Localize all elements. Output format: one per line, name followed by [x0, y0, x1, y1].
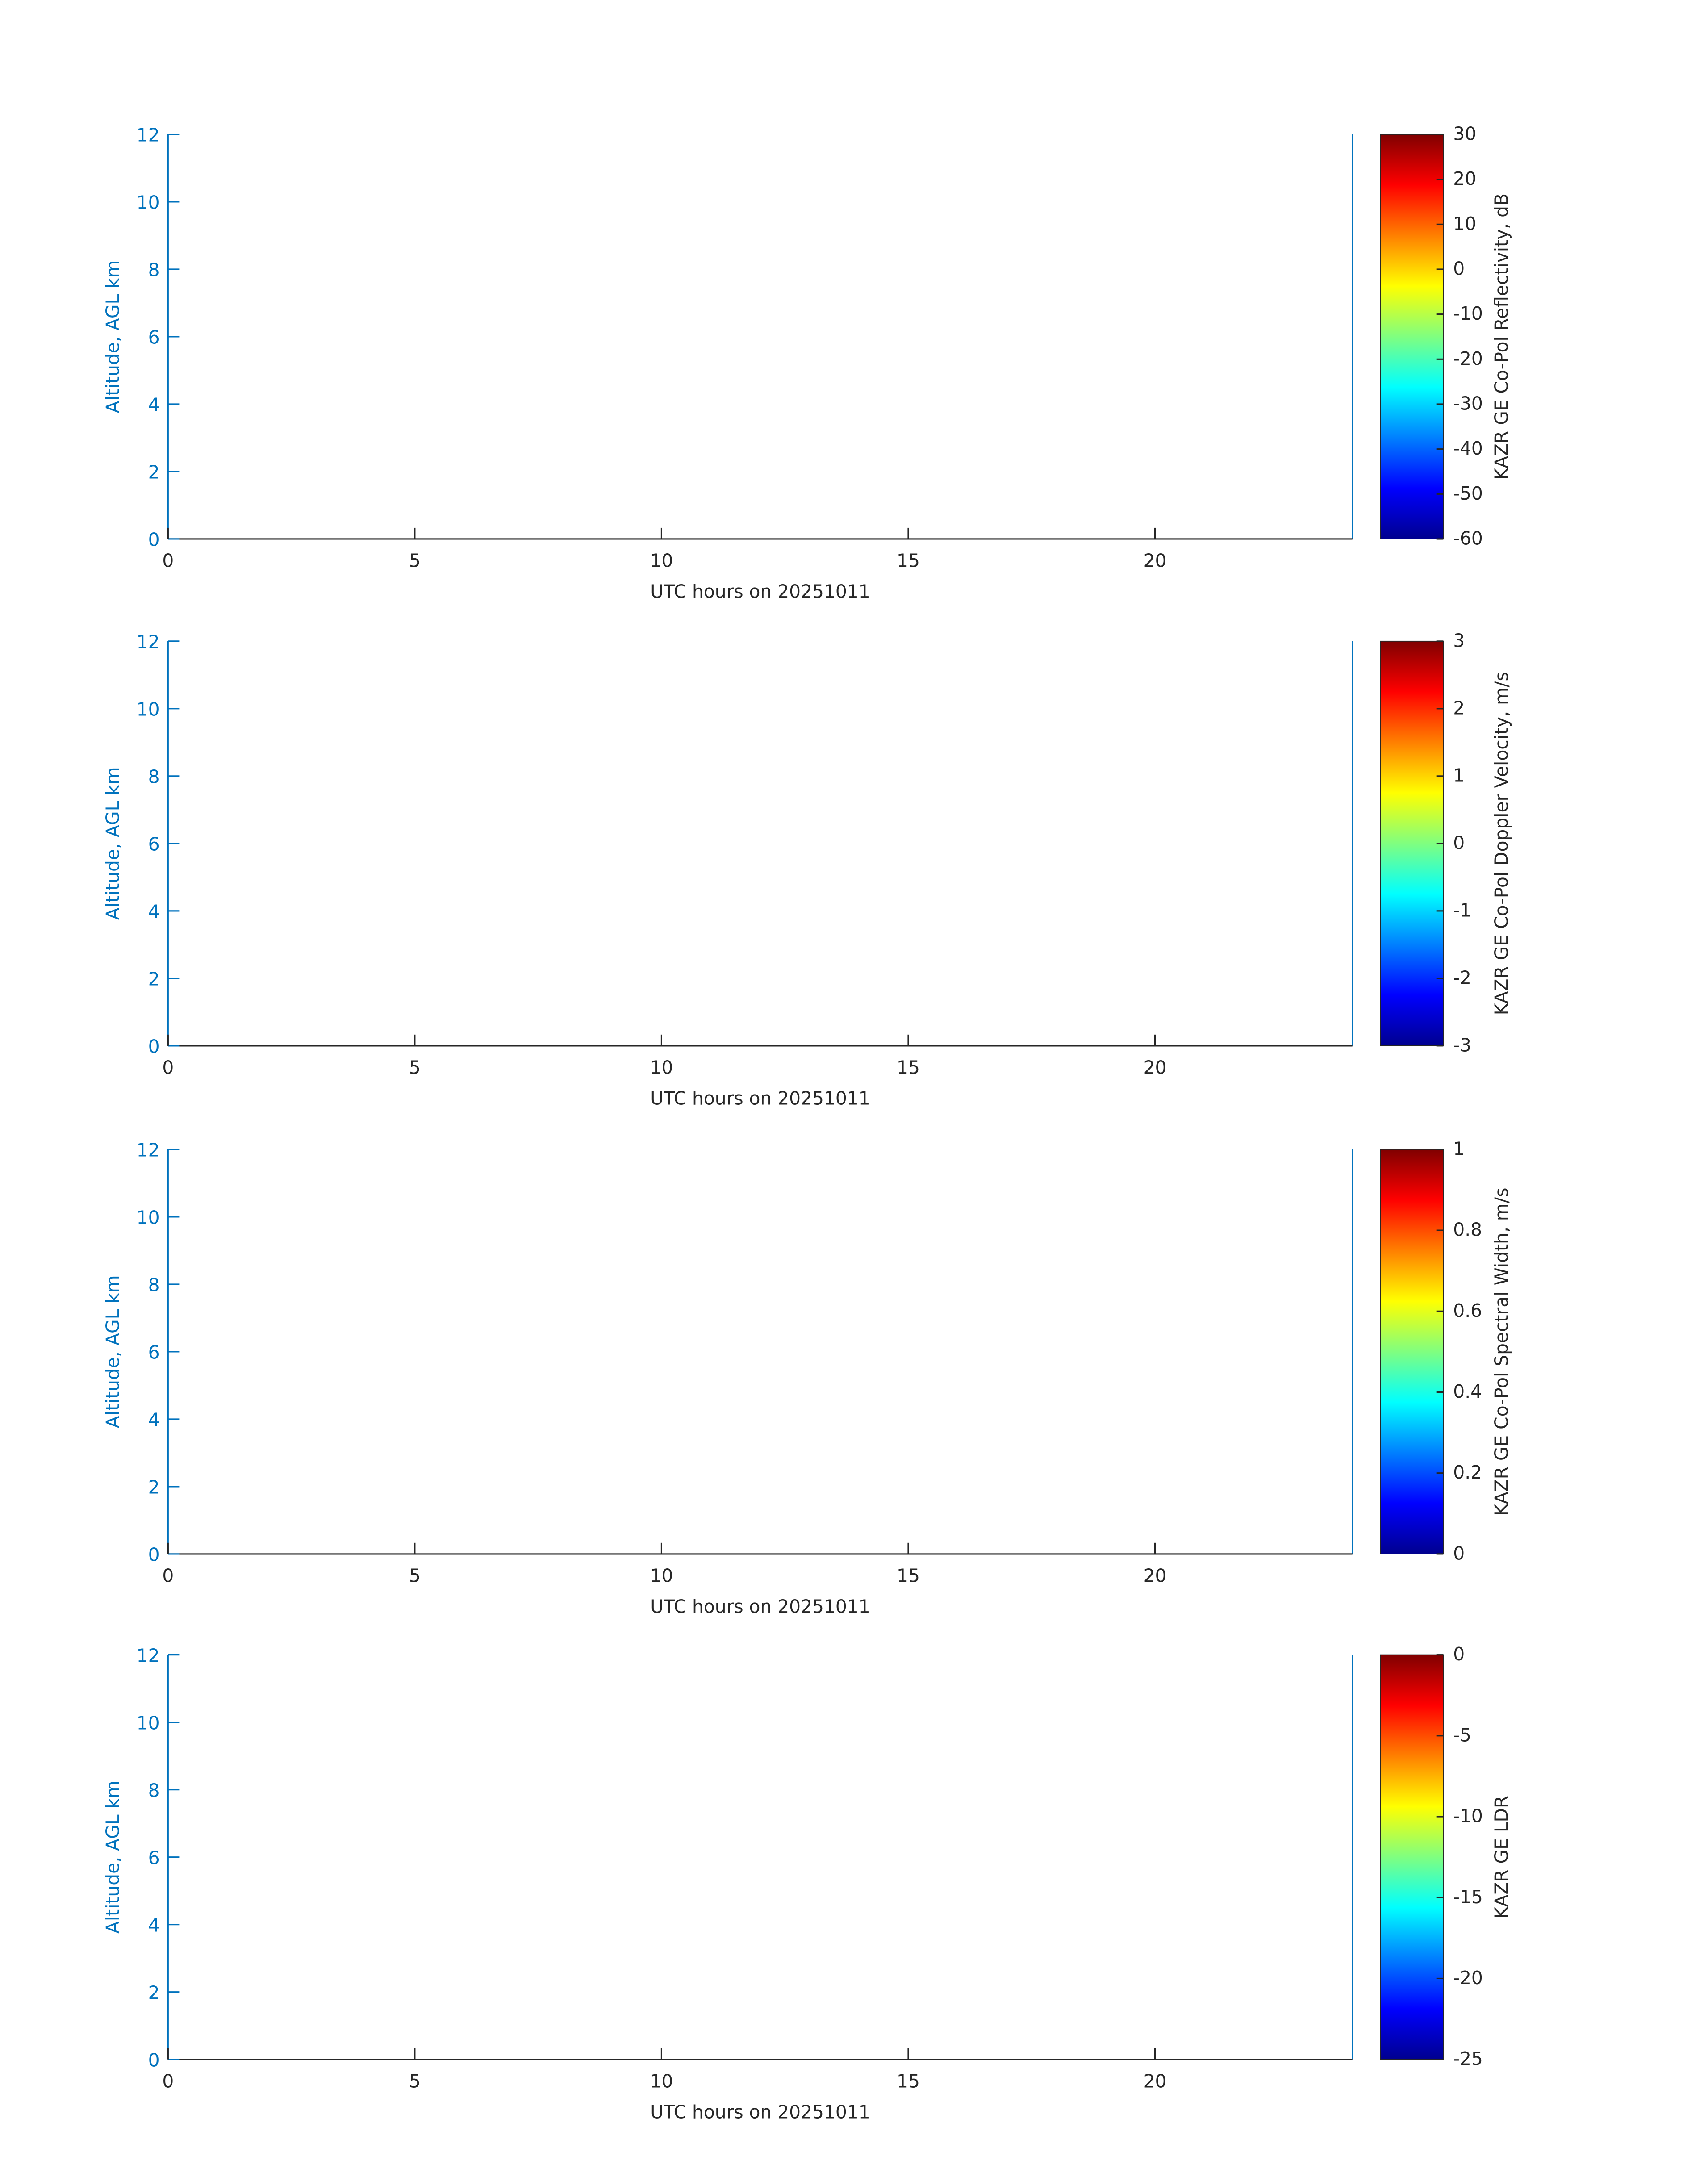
colorbar-tick-label: 0 [1453, 258, 1465, 280]
y-tick-label: 0 [148, 1036, 160, 1057]
y-tick-label: 0 [148, 2049, 160, 2071]
y-tick-label: 8 [148, 766, 160, 788]
y-tick-label: 10 [137, 192, 160, 213]
y-axis-label: Altitude, AGL km [102, 260, 124, 414]
x-tick-label: 0 [162, 1057, 174, 1078]
y-tick-label: 8 [148, 1274, 160, 1296]
colorbar-tick-label: -50 [1453, 483, 1483, 504]
colorbar [1380, 134, 1444, 539]
y-tick-label: 2 [148, 969, 160, 990]
y-tick-label: 12 [137, 125, 160, 146]
y-tick-label: 2 [148, 1982, 160, 2003]
y-tick-label: 2 [148, 462, 160, 483]
colorbar [1380, 1149, 1444, 1554]
colorbar-label: KAZR GE LDR [1491, 1796, 1512, 1919]
x-tick-label: 10 [650, 2070, 673, 2092]
colorbar-tick-label: -30 [1453, 393, 1483, 414]
colorbar-tick-label: -25 [1453, 2048, 1483, 2069]
y-tick-label: 10 [137, 699, 160, 720]
colorbar-tick-label: 0.6 [1453, 1300, 1482, 1321]
x-tick-label: 5 [409, 1565, 421, 1587]
x-tick-label: 15 [897, 1057, 920, 1078]
colorbar-tick-label: 1 [1453, 765, 1465, 786]
plot-area [168, 134, 1353, 539]
x-tick-label: 5 [409, 550, 421, 572]
y-tick-label: 8 [148, 1780, 160, 1801]
colorbar-tick-label: -3 [1453, 1034, 1471, 1056]
plot-area [168, 1655, 1353, 2060]
colorbar-tick-label: -20 [1453, 1967, 1483, 1989]
colorbar-tick-label: -10 [1453, 303, 1483, 324]
y-tick-label: 6 [148, 1342, 160, 1363]
x-tick-label: 15 [897, 1565, 920, 1587]
x-tick-label: 5 [409, 1057, 421, 1078]
colorbar-tick-label: -15 [1453, 1886, 1483, 1908]
colorbar-tick-label: 0 [1453, 1643, 1465, 1665]
colorbar-tick-label: 0 [1453, 1542, 1465, 1564]
colorbar-tick-label: 1 [1453, 1138, 1465, 1159]
colorbar-tick-label: -2 [1453, 967, 1471, 988]
x-tick-label: 20 [1144, 1565, 1167, 1587]
x-tick-label: 15 [897, 2070, 920, 2092]
colorbar-tick-label: -1 [1453, 899, 1471, 921]
y-tick-label: 10 [137, 1712, 160, 1734]
colorbar-tick-label: 3 [1453, 630, 1465, 651]
colorbar-tick-label: 2 [1453, 697, 1465, 719]
x-tick-label: 5 [409, 2070, 421, 2092]
y-tick-label: 6 [148, 834, 160, 855]
y-tick-label: 4 [148, 1914, 160, 1936]
x-tick-label: 0 [162, 1565, 174, 1587]
colorbar-tick-label: 20 [1453, 168, 1476, 189]
colorbar-label: KAZR GE Co-Pol Doppler Velocity, m/s [1491, 672, 1512, 1015]
y-tick-label: 6 [148, 327, 160, 348]
colorbar-tick-label: -20 [1453, 348, 1483, 369]
x-tick-label: 20 [1144, 2070, 1167, 2092]
y-tick-label: 12 [137, 1645, 160, 1666]
x-tick-label: 10 [650, 1057, 673, 1078]
colorbar-tick-label: -40 [1453, 438, 1483, 459]
x-axis-label: UTC hours on 20251011 [650, 1596, 870, 1617]
colorbar-tick-label: -60 [1453, 528, 1483, 549]
y-tick-label: 4 [148, 1409, 160, 1431]
y-tick-label: 8 [148, 259, 160, 281]
y-tick-label: 12 [137, 631, 160, 653]
colorbar-tick-label: 30 [1453, 123, 1476, 145]
y-axis-label: Altitude, AGL km [102, 767, 124, 920]
colorbar-tick-label: 0.4 [1453, 1381, 1482, 1402]
y-tick-label: 10 [137, 1207, 160, 1228]
y-tick-label: 12 [137, 1140, 160, 1161]
x-tick-label: 15 [897, 550, 920, 572]
colorbar-tick-label: 10 [1453, 213, 1476, 234]
colorbar-tick-label: 0.2 [1453, 1462, 1482, 1483]
colorbar-label: KAZR GE Co-Pol Spectral Width, m/s [1491, 1188, 1512, 1516]
colorbar [1380, 1654, 1444, 2060]
x-axis-label: UTC hours on 20251011 [650, 2101, 870, 2123]
colorbar-tick-label: -5 [1453, 1724, 1471, 1746]
y-axis-label: Altitude, AGL km [102, 1275, 124, 1428]
y-tick-label: 0 [148, 529, 160, 551]
colorbar-tick-label: 0.8 [1453, 1219, 1482, 1241]
plot-area [168, 1149, 1353, 1554]
x-axis-label: UTC hours on 20251011 [650, 581, 870, 602]
plot-area [168, 641, 1353, 1046]
x-tick-label: 10 [650, 550, 673, 572]
y-tick-label: 4 [148, 901, 160, 923]
y-tick-label: 0 [148, 1544, 160, 1566]
y-tick-label: 2 [148, 1477, 160, 1498]
x-tick-label: 20 [1144, 550, 1167, 572]
colorbar-label: KAZR GE Co-Pol Reflectivity, dB [1491, 193, 1512, 480]
y-tick-label: 4 [148, 394, 160, 416]
x-tick-label: 20 [1144, 1057, 1167, 1078]
x-tick-label: 0 [162, 2070, 174, 2092]
x-axis-label: UTC hours on 20251011 [650, 1088, 870, 1109]
y-axis-label: Altitude, AGL km [102, 1780, 124, 1934]
colorbar-tick-label: 0 [1453, 832, 1465, 853]
colorbar-tick-label: -10 [1453, 1805, 1483, 1827]
y-tick-label: 6 [148, 1847, 160, 1868]
colorbar [1380, 640, 1444, 1046]
x-tick-label: 10 [650, 1565, 673, 1587]
x-tick-label: 0 [162, 550, 174, 572]
